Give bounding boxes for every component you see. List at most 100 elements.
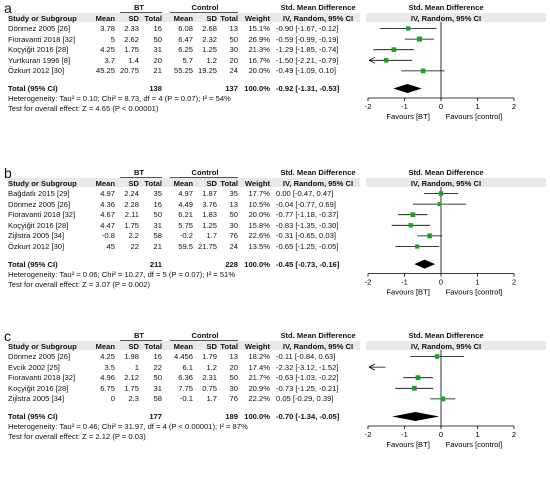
bt-group-header: BT xyxy=(133,3,145,12)
control-group-header: Control xyxy=(191,168,219,177)
bt-mean-header: Mean xyxy=(95,179,115,188)
bt-sd-cell: 22 xyxy=(130,242,139,251)
total-label: Total (95% CI) xyxy=(8,412,58,421)
bt-total-cell: 58 xyxy=(153,231,162,241)
favours-bt-label: Favours [BT] xyxy=(386,440,429,449)
control-grand-total: 137 xyxy=(225,84,238,93)
study-name: Dönmez 2005 [26] xyxy=(8,24,71,33)
ci-cell: -0.83 [-1.35, -0.30] xyxy=(276,220,339,230)
control-sd-cell: 1.87 xyxy=(202,189,217,198)
control-total-header: Total xyxy=(220,179,238,188)
total-label: Total (95% CI) xyxy=(8,84,58,93)
control-sd-cell: 2.31 xyxy=(202,373,217,383)
weight-cell: 17.4% xyxy=(248,362,270,372)
bt-mean-cell: 5 xyxy=(110,34,115,44)
forest-panel-a: a BT Control Std. Mean Difference Std. Mean … xyxy=(0,0,550,160)
bt-mean-header: Mean xyxy=(95,342,115,351)
control-sd-cell: 1.2 xyxy=(206,55,217,65)
study-name: Zijlstra 2005 [34] xyxy=(8,231,65,241)
control-sd-header: SD xyxy=(206,179,217,188)
study-name: Özkurt 2012 [30] xyxy=(8,66,65,76)
control-sd-cell: 21.75 xyxy=(197,242,217,251)
control-total-header: Total xyxy=(220,342,238,351)
method-header: IV, Random, 95% CI xyxy=(282,179,354,188)
control-total-cell: 35 xyxy=(229,189,238,198)
study-name: Dönmez 2005 [26] xyxy=(8,352,71,361)
control-mean-cell: 4.456 xyxy=(173,352,193,361)
x-tick-label: -1 xyxy=(401,430,408,439)
control-mean-cell: 6.47 xyxy=(178,34,193,44)
weight-cell: 15.1% xyxy=(248,24,270,33)
x-tick-label: 1 xyxy=(475,102,479,111)
weight-cell: 22.6% xyxy=(248,231,270,241)
ci-cell: -0.65 [-1.25, -0.05] xyxy=(276,242,339,251)
weight-header: Weight xyxy=(244,179,270,188)
heterogeneity-text: Heterogeneity: Tau² = 0.10; Chi² = 8.73,… xyxy=(8,94,231,103)
x-tick-label: 2 xyxy=(512,430,516,439)
bt-total-cell: 16 xyxy=(153,199,162,209)
x-tick-label: -1 xyxy=(401,278,408,287)
study-name: Fioravanti 2018 [32] xyxy=(8,210,76,220)
weight-cell: 17.7% xyxy=(248,189,270,198)
control-mean-cell: -0.2 xyxy=(179,231,193,241)
bt-mean-cell: 4.25 xyxy=(100,352,115,361)
control-sd-cell: 1.79 xyxy=(202,352,217,361)
bt-sd-cell: 1.4 xyxy=(128,55,139,65)
bt-sd-header: SD xyxy=(128,179,139,188)
panel-label: c xyxy=(4,328,11,344)
control-group-rule xyxy=(170,177,238,178)
weight-cell: 20.9% xyxy=(248,383,270,393)
bt-sd-cell: 2.12 xyxy=(124,373,139,383)
pooled-diamond xyxy=(393,84,422,93)
total-ci: -0.92 [-1.31, -0.53] xyxy=(276,84,340,93)
control-total-cell: 13 xyxy=(229,352,238,361)
overall-effect-text: Test for overall effect: Z = 2.12 (P = 0… xyxy=(8,432,146,441)
control-mean-cell: 6.08 xyxy=(178,24,193,33)
bt-total-cell: 20 xyxy=(153,55,162,65)
control-sd-cell: 1.7 xyxy=(206,231,217,241)
x-tick-label: -1 xyxy=(401,102,408,111)
control-total-cell: 30 xyxy=(229,383,238,393)
bt-mean-cell: 3.78 xyxy=(100,24,115,33)
x-tick-label: 1 xyxy=(475,430,479,439)
ci-cell: -0.59 [-0.99, -0.19] xyxy=(276,34,339,44)
total-ci: -0.70 [-1.34, -0.05] xyxy=(276,412,340,421)
weight-cell: 22.2% xyxy=(248,394,270,404)
bt-total-header: Total xyxy=(144,179,162,188)
bt-sd-cell: 1.75 xyxy=(124,45,139,55)
ci-cell: -0.04 [-0.77, 0.69] xyxy=(276,199,336,209)
weight-cell: 21.7% xyxy=(248,373,270,383)
ci-cell: -0.11 [-0.84, 0.63] xyxy=(276,352,336,361)
control-total-cell: 50 xyxy=(229,210,238,220)
control-total-cell: 30 xyxy=(229,45,238,55)
total-weight: 100.0% xyxy=(244,84,270,93)
weight-cell: 18.2% xyxy=(248,352,270,361)
method-header: IV, Random, 95% CI xyxy=(282,342,354,351)
favours-control-label: Favours [control] xyxy=(446,440,503,449)
smd-plot-header: Std. Mean Difference xyxy=(408,331,484,340)
bt-sd-cell: 2.11 xyxy=(124,210,139,220)
effect-square xyxy=(405,26,411,31)
header-background xyxy=(8,13,360,22)
favours-control-label: Favours [control] xyxy=(446,288,503,297)
effect-square xyxy=(420,68,426,74)
bt-total-cell: 35 xyxy=(153,189,162,198)
pooled-diamond xyxy=(414,259,436,269)
control-sd-cell: 1.83 xyxy=(202,210,217,220)
bt-mean-cell: 45.25 xyxy=(95,66,115,76)
bt-sd-cell: 2.3 xyxy=(128,394,139,404)
x-tick-label: -2 xyxy=(365,102,372,111)
control-mean-cell: -0.1 xyxy=(179,394,193,404)
ci-cell: 0.05 [-0.29, 0.39] xyxy=(276,394,334,404)
control-sd-header: SD xyxy=(206,14,217,23)
control-sd-cell: 2.68 xyxy=(202,24,217,33)
control-mean-cell: 4.49 xyxy=(178,199,193,209)
study-name: Fioravanti 2018 [32] xyxy=(8,34,76,44)
heterogeneity-text: Heterogeneity: Tau² = 0.06; Chi² = 10.27… xyxy=(8,269,236,279)
control-sd-cell: 1.25 xyxy=(202,220,217,230)
bt-total-cell: 31 xyxy=(153,45,162,55)
x-tick-label: 2 xyxy=(512,278,516,287)
effect-square xyxy=(415,244,420,249)
forest-panel-b: b BT Control Std. Mean Difference Std. Mean … xyxy=(0,165,550,325)
x-tick-label: 2 xyxy=(512,102,516,111)
